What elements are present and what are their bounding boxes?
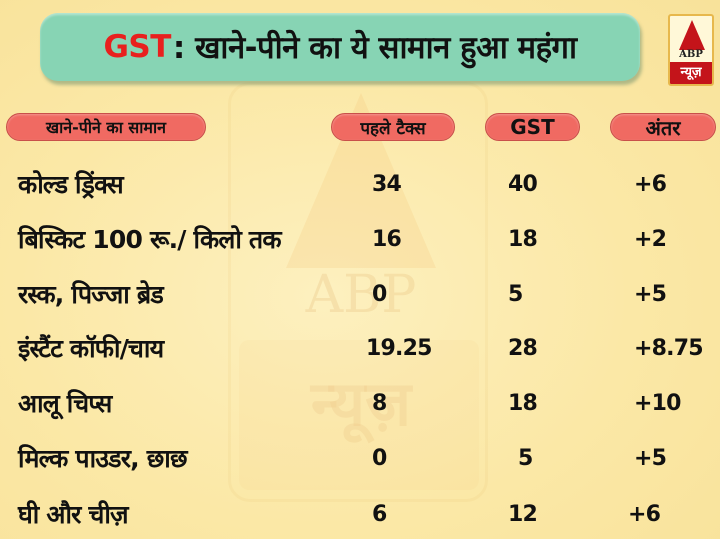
item-name: रस्क, पिज्जा ब्रेड — [18, 280, 164, 309]
column-header-gst: GST — [485, 113, 580, 141]
table-row: इंस्टैंट कॉफी/चाय 19.25 28 +8.75 — [0, 324, 720, 374]
column-header-item: खाने-पीने का सामान — [6, 113, 206, 141]
table-row: बिस्किट 100 रू./ किलो तक 16 18 +2 — [0, 215, 720, 265]
table-row: रस्क, पिज्जा ब्रेड 0 5 +5 — [0, 270, 720, 320]
gst-value: 5 — [518, 446, 533, 471]
before-tax-value: 6 — [372, 502, 387, 527]
gst-value: 18 — [508, 391, 538, 416]
before-tax-value: 19.25 — [366, 336, 432, 361]
difference-value: +5 — [634, 282, 667, 307]
table-row: कोल्ड ड्रिंक्स 34 40 +6 — [0, 160, 720, 210]
table-row: मिल्क पाउडर, छाछ 0 5 +5 — [0, 434, 720, 484]
before-tax-value: 16 — [372, 227, 402, 252]
abp-triangle-icon — [679, 20, 705, 50]
difference-value: +6 — [634, 172, 667, 197]
before-tax-value: 0 — [372, 282, 387, 307]
gst-value: 40 — [508, 172, 538, 197]
before-tax-value: 34 — [372, 172, 402, 197]
table-row: आलू चिप्स 8 18 +10 — [0, 379, 720, 429]
difference-value: +8.75 — [634, 336, 704, 361]
title-banner: GST : खाने-पीने का ये सामान हुआ महंगा — [40, 13, 640, 81]
watermark-subtitle: न्यूज़ — [310, 367, 412, 440]
gst-value: 18 — [508, 227, 538, 252]
difference-value: +2 — [634, 227, 667, 252]
item-name: कोल्ड ड्रिंक्स — [18, 170, 124, 199]
column-header-before-tax: पहले टैक्स — [331, 113, 455, 141]
abp-news-logo: ABP न्यूज़ — [668, 14, 714, 86]
watermark-brand: ABP — [305, 265, 417, 325]
before-tax-value: 0 — [372, 446, 387, 471]
item-name: आलू चिप्स — [18, 389, 112, 418]
gst-value: 28 — [508, 336, 538, 361]
item-name: मिल्क पाउडर, छाछ — [18, 444, 188, 473]
item-name: घी और चीज़ — [18, 500, 129, 529]
difference-value: +5 — [634, 446, 667, 471]
item-name: बिस्किट 100 रू./ किलो तक — [18, 225, 282, 254]
table-row: घी और चीज़ 6 12 +6 — [0, 490, 720, 539]
gst-value: 5 — [508, 282, 523, 307]
page-title: : खाने-पीने का ये सामान हुआ महंगा — [172, 30, 577, 66]
before-tax-value: 8 — [372, 391, 387, 416]
difference-value: +6 — [628, 502, 661, 527]
logo-subtitle: न्यूज़ — [670, 62, 712, 84]
item-name: इंस्टैंट कॉफी/चाय — [18, 334, 164, 363]
difference-value: +10 — [634, 391, 681, 416]
gst-value: 12 — [508, 502, 538, 527]
title-prefix: GST — [103, 29, 171, 65]
column-header-difference: अंतर — [610, 113, 716, 141]
watermark-box — [239, 340, 479, 490]
logo-brand: ABP — [679, 49, 703, 60]
